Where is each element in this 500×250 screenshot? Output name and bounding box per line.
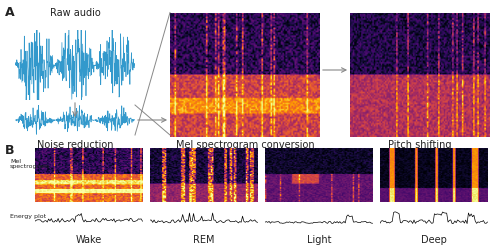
Text: Pitch shifting: Pitch shifting xyxy=(388,140,452,150)
Text: Mel
spectrogram: Mel spectrogram xyxy=(10,158,50,170)
Text: Raw audio: Raw audio xyxy=(50,8,100,18)
Text: Noise reduction: Noise reduction xyxy=(37,140,113,150)
Text: B: B xyxy=(5,144,15,157)
Text: A: A xyxy=(5,6,15,19)
Text: REM: REM xyxy=(193,235,214,245)
Text: Deep: Deep xyxy=(421,235,446,245)
Text: Wake: Wake xyxy=(76,235,102,245)
Text: Energy plot: Energy plot xyxy=(10,214,46,219)
Text: Light: Light xyxy=(306,235,331,245)
Text: Mel spectrogram conversion: Mel spectrogram conversion xyxy=(176,140,314,150)
